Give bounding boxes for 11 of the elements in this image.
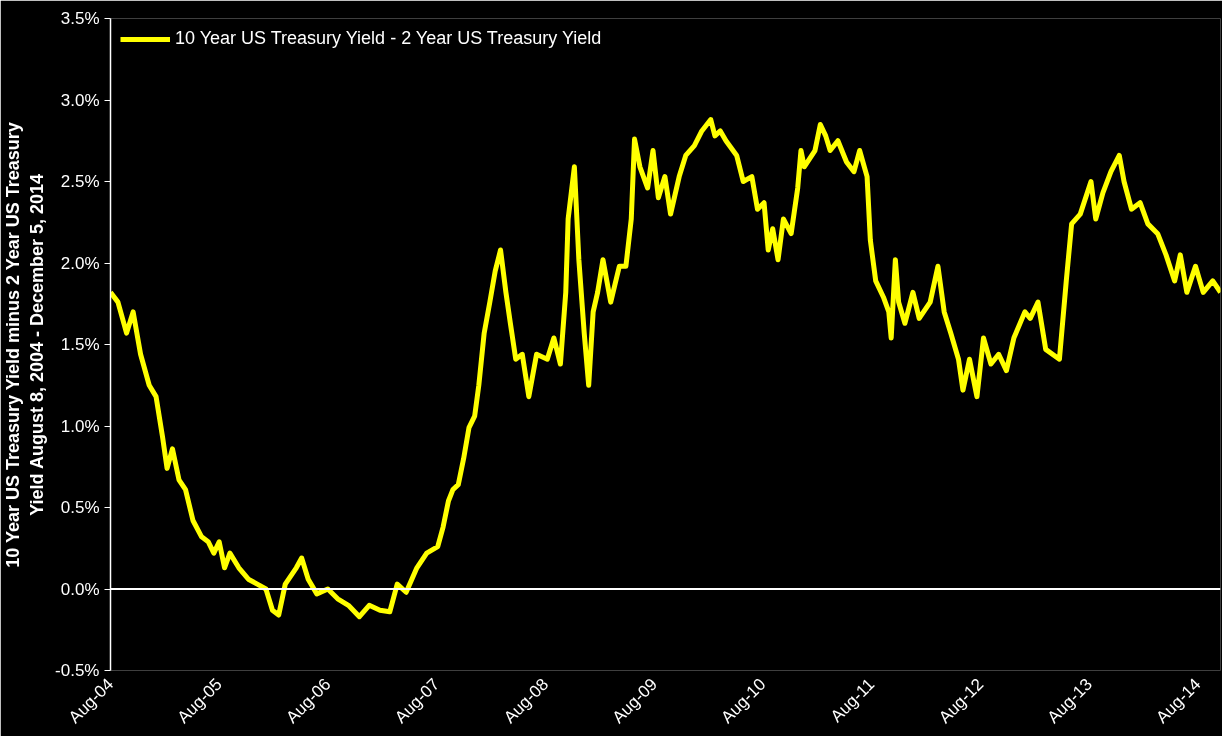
legend-label: 10 Year US Treasury Yield - 2 Year US Treasury Yield	[175, 28, 602, 49]
y-tick-label: 0.5%	[60, 498, 100, 517]
y-tick-label: 1.5%	[60, 335, 100, 354]
y-tick-label: 1.0%	[60, 416, 100, 436]
y-axis-title: 10 Year US Treasury Yield minus 2 Year US Treasury Yield August 8, 2004 - December 5, 2014	[3, 122, 48, 568]
y-tick-label: -0.5%	[55, 661, 100, 680]
y-tick-label: 2.0%	[60, 253, 100, 273]
y-tick-label: 2.5%	[60, 172, 100, 191]
y-tick-label: 0.0%	[60, 579, 100, 599]
y-tick-label: 3.0%	[60, 90, 100, 110]
y-tick-label: 3.5%	[60, 9, 100, 28]
